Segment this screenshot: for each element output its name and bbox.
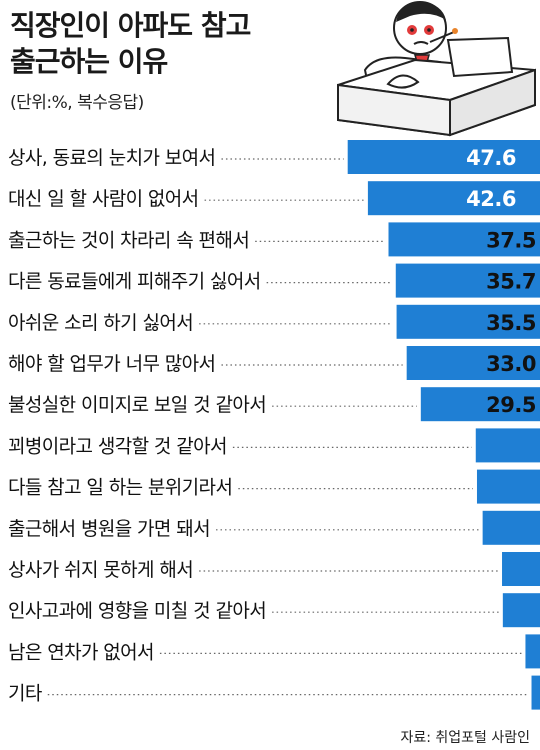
- source-note: 자료: 취업포털 사람인: [400, 730, 530, 746]
- bar: [367, 181, 540, 216]
- bar: [396, 304, 540, 339]
- bar: [388, 222, 540, 257]
- value-label: 29.5: [486, 393, 536, 417]
- value-label: 42.6: [466, 187, 516, 211]
- bar: [502, 593, 540, 628]
- category-label: 출근하는 것이 차라리 속 편해서: [8, 229, 249, 251]
- category-label: 남은 연차가 없어서: [8, 641, 154, 663]
- category-label: 불성실한 이미지로 보일 것 같아서: [8, 394, 266, 416]
- category-label: 다들 참고 일 하는 분위기라서: [8, 477, 232, 499]
- category-label: 해야 할 업무가 너무 많아서: [8, 353, 215, 375]
- bar: [502, 552, 540, 586]
- chart-title-line-2: 출근하는 이유: [10, 45, 168, 78]
- chart-title-line-1: 직장인이 아파도 참고: [10, 9, 251, 42]
- value-label: 47.6: [466, 146, 516, 170]
- category-label: 아쉬운 소리 하기 싫어서: [8, 312, 193, 334]
- chart-subtitle: (단위:%, 복수응답): [10, 93, 144, 113]
- category-label: 출근해서 병원을 가면 돼서: [8, 518, 210, 540]
- bar: [482, 510, 540, 545]
- category-label: 대신 일 할 사람이 없어서: [8, 188, 199, 210]
- category-label: 다른 동료들에게 피해주기 싫어서: [8, 271, 261, 293]
- bar: [420, 387, 540, 422]
- bar: [347, 140, 540, 174]
- bar: [395, 263, 540, 298]
- bar: [476, 469, 540, 504]
- category-label: 상사, 동료의 눈치가 보여서: [8, 147, 215, 169]
- category-label: 상사가 쉬지 못하게 해서: [8, 559, 193, 581]
- value-label: 33.0: [486, 352, 536, 376]
- value-label: 35.5: [486, 311, 536, 335]
- value-label: 35.7: [486, 270, 536, 294]
- category-label: 인사고과에 영향을 미칠 것 같아서: [8, 600, 266, 622]
- bar: [531, 675, 540, 710]
- bar: [475, 428, 540, 463]
- office-worker-illustration: [337, 1, 536, 137]
- bar: [525, 634, 540, 669]
- bar: [406, 346, 540, 380]
- value-label: 37.5: [486, 228, 536, 252]
- category-label: 꾀병이라고 생각할 것 같아서: [8, 435, 227, 457]
- desk-icon: [337, 36, 536, 137]
- category-label: 기타: [8, 683, 42, 705]
